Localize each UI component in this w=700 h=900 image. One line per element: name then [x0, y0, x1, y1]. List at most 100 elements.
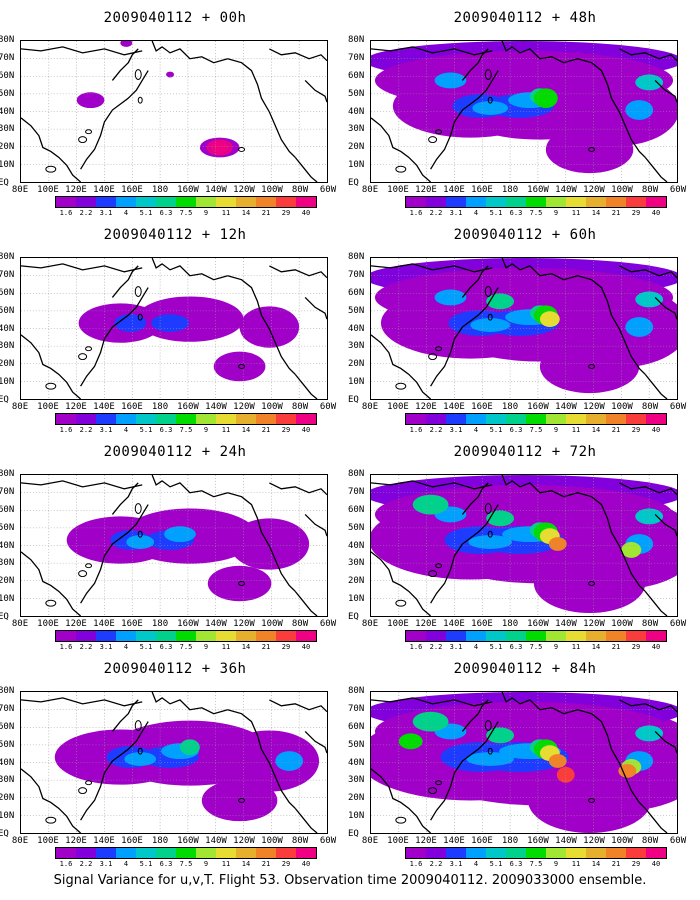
coastline [619, 699, 677, 713]
longitude-label: 160E [471, 836, 493, 846]
latitude-label: EQ [348, 829, 359, 839]
island-outline [137, 530, 143, 538]
latitude-label: 30N [0, 341, 15, 352]
colorbar-swatch [176, 197, 196, 207]
coastline [111, 48, 139, 81]
colorbar-label: 5.1 [489, 643, 503, 651]
colorbar-label: 40 [301, 860, 311, 868]
coastline [227, 709, 296, 809]
coastline [577, 58, 646, 158]
coastline [654, 296, 677, 320]
variance-contour [470, 318, 511, 332]
colorbar-label: 1.6 [59, 643, 73, 651]
colorbar-swatch [646, 414, 666, 424]
colorbar-label: 5.1 [489, 426, 503, 434]
longitude-label: 160W [177, 836, 199, 846]
variance-contour [213, 351, 266, 382]
variance-contour [618, 763, 637, 778]
colorbar-label: 40 [301, 209, 311, 217]
colorbar-label: 7.5 [179, 426, 193, 434]
island-outline [395, 382, 407, 390]
latitude-label: 50N [0, 522, 15, 533]
coastline [21, 697, 143, 707]
variance-contour [206, 139, 233, 156]
variance-contour [239, 306, 300, 348]
colorbar-label: 14 [241, 860, 251, 868]
variance-contour [621, 542, 642, 558]
colorbar-swatch [116, 197, 136, 207]
latitude-label: 20N [0, 359, 15, 370]
panel-title: 2009040112 + 00h [103, 10, 247, 26]
longitude-label: 100W [611, 185, 633, 195]
coastline [654, 730, 677, 754]
longitude-label: 140W [555, 619, 577, 629]
colorbar-swatch [176, 848, 196, 858]
colorbar-label: 11 [221, 209, 231, 217]
colorbar-swatch [426, 197, 446, 207]
colorbar-swatch [196, 631, 216, 641]
colorbar-label: 5.1 [139, 860, 153, 868]
colorbar-label: 4 [123, 209, 129, 217]
colorbar-swatch [256, 631, 276, 641]
longitude-label: 140W [555, 185, 577, 195]
colorbar-label: 2.2 [429, 643, 443, 651]
coastline [577, 275, 646, 375]
colorbar-label: 14 [591, 426, 601, 434]
colorbar-swatch [606, 197, 626, 207]
colorbar-swatch [216, 197, 236, 207]
coastline [21, 480, 143, 490]
longitude-label: 100E [37, 185, 59, 195]
longitude-label: 60W [669, 836, 687, 846]
latitude-label: 40N [0, 757, 15, 768]
colorbar-swatch [446, 848, 466, 858]
coastline [619, 48, 677, 62]
colorbar-swatch [276, 848, 296, 858]
longitude-label: 80W [291, 402, 309, 412]
colorbar-swatch [76, 197, 96, 207]
colorbar-swatch [296, 631, 316, 641]
latitude-label: 40N [348, 323, 365, 334]
island-outline [137, 747, 143, 755]
colorbar-swatch [566, 414, 586, 424]
coastline [294, 590, 318, 616]
colorbar-swatch [236, 414, 256, 424]
colorbar-swatch [466, 631, 486, 641]
variance-contour [635, 291, 664, 308]
longitude-label: 100E [37, 836, 59, 846]
island-outline [588, 580, 596, 586]
coastline [304, 296, 327, 320]
latitude-label: 30N [348, 341, 365, 352]
latitude-label: EQ [0, 612, 9, 622]
colorbar-label: 7.5 [529, 643, 543, 651]
longitude-label: 120E [415, 402, 437, 412]
colorbar-swatch [426, 414, 446, 424]
colorbar-label: 14 [591, 643, 601, 651]
longitude-label: 160W [527, 619, 549, 629]
variance-contour [120, 41, 133, 47]
colorbar-label: 6.3 [509, 860, 523, 868]
colorbar-swatch [256, 848, 276, 858]
colorbar [55, 847, 317, 859]
island-outline [85, 563, 93, 569]
island-outline [137, 313, 143, 321]
longitude-label: 160E [121, 836, 143, 846]
colorbar-swatch [466, 197, 486, 207]
colorbar-swatch [156, 848, 176, 858]
colorbar-swatch [56, 414, 76, 424]
colorbar-label: 29 [281, 643, 291, 651]
longitude-label: 140E [93, 836, 115, 846]
island-outline [85, 346, 93, 352]
colorbar-swatch [506, 414, 526, 424]
longitude-label: 160W [527, 185, 549, 195]
colorbar-label: 40 [651, 643, 661, 651]
colorbar-swatch [56, 631, 76, 641]
longitude-label: 140E [443, 402, 465, 412]
colorbar-label: 11 [571, 209, 581, 217]
longitude-label: 100W [261, 836, 283, 846]
coastline [371, 117, 432, 182]
colorbar-swatch [276, 414, 296, 424]
longitude-label: 160W [177, 402, 199, 412]
colorbar-label: 1.6 [409, 643, 423, 651]
colorbar-label: 2.2 [79, 860, 93, 868]
latitude-label: 80N [348, 469, 365, 479]
